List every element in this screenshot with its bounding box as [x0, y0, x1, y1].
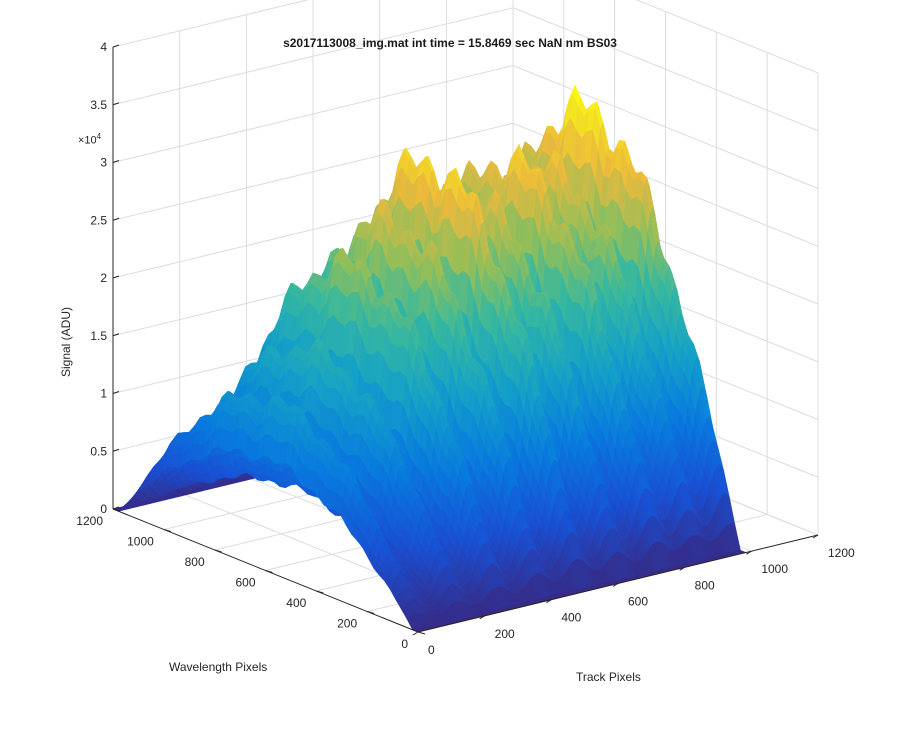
- surface: [112, 84, 747, 633]
